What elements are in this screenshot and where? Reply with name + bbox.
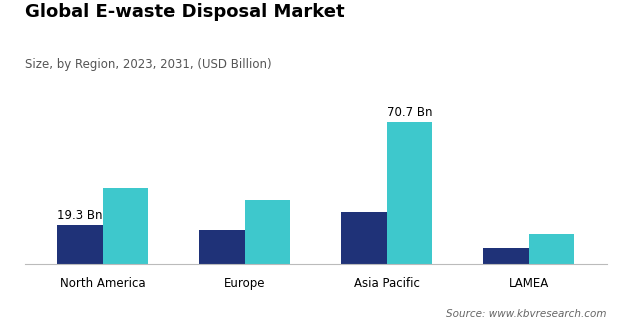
- Text: Global E-waste Disposal Market: Global E-waste Disposal Market: [25, 3, 344, 21]
- Text: 19.3 Bn: 19.3 Bn: [58, 209, 103, 222]
- Text: Source: www.kbvresearch.com: Source: www.kbvresearch.com: [446, 309, 607, 319]
- Text: 70.7 Bn: 70.7 Bn: [387, 106, 432, 119]
- Bar: [341, 212, 387, 264]
- Bar: [483, 248, 529, 264]
- Text: Size, by Region, 2023, 2031, (USD Billion): Size, by Region, 2023, 2031, (USD Billio…: [25, 58, 271, 71]
- Legend: 2023, 2031: 2023, 2031: [191, 318, 324, 322]
- Bar: [103, 187, 148, 264]
- Bar: [245, 200, 290, 264]
- Bar: [529, 234, 574, 264]
- Bar: [199, 230, 245, 264]
- Bar: [58, 225, 103, 264]
- Bar: [387, 122, 432, 264]
